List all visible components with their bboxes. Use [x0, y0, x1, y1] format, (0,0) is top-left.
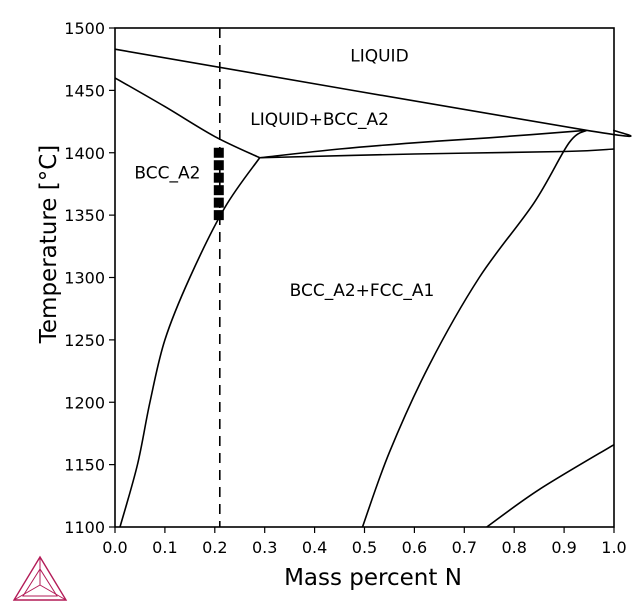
x-tick-label: 0.0: [102, 538, 127, 557]
y-tick-label: 1150: [64, 456, 105, 475]
data-point-marker: [213, 185, 224, 196]
phase-boundary-liquid-bcc-lower: [259, 129, 587, 159]
region-label: BCC_A2: [134, 164, 200, 184]
data-point-marker: [213, 172, 224, 183]
thermo-calc-logo-icon: [12, 555, 68, 601]
y-tick-label: 1350: [64, 206, 105, 225]
data-markers: [213, 147, 224, 221]
x-tick-label: 0.7: [452, 538, 477, 557]
y-tick-label: 1450: [64, 81, 105, 100]
data-point-marker: [213, 160, 224, 171]
x-tick-label: 0.6: [402, 538, 427, 557]
phase-boundaries: [114, 48, 632, 528]
region-label: LIQUID+BCC_A2: [250, 110, 389, 130]
data-point-marker: [213, 197, 224, 208]
x-tick-label: 0.9: [551, 538, 576, 557]
y-axis-ticks: 1100 1150 1200 1250 1300 1350 1400 1450 1500: [64, 19, 115, 537]
data-point-marker: [213, 210, 224, 221]
y-tick-label: 1100: [64, 518, 105, 537]
y-tick-label: 1300: [64, 269, 105, 288]
phase-boundary-bcc-boundary-left: [119, 157, 261, 528]
x-tick-label: 0.3: [252, 538, 277, 557]
x-axis-ticks: 0.0 0.1 0.2 0.3 0.4 0.5 0.6 0.7 0.8 0.9 1.0: [102, 527, 627, 557]
region-label: LIQUID: [350, 46, 408, 66]
phase-boundary-fcc-boundary-lower-right: [486, 443, 615, 528]
x-tick-label: 0.4: [302, 538, 327, 557]
phase-boundary-three-phase-line: [259, 148, 615, 159]
x-tick-label: 0.2: [202, 538, 227, 557]
y-tick-label: 1500: [64, 19, 105, 38]
x-tick-label: 0.8: [501, 538, 526, 557]
x-axis-title: Mass percent N: [284, 565, 462, 591]
x-tick-label: 0.5: [352, 538, 377, 557]
phase-boundary-bcc-solidus: [114, 77, 261, 159]
y-tick-label: 1200: [64, 393, 105, 412]
y-tick-label: 1400: [64, 144, 105, 163]
region-labels: LIQUID LIQUID+BCC_A2 BCC_A2 BCC_A2+FCC_A1: [134, 46, 434, 301]
x-tick-label: 1.0: [601, 538, 626, 557]
y-tick-label: 1250: [64, 331, 105, 350]
phase-boundary-liquidus: [114, 48, 632, 138]
data-point-marker: [213, 147, 224, 158]
region-label: BCC_A2+FCC_A1: [290, 281, 435, 301]
y-axis-title: Temperature [°C]: [36, 145, 62, 345]
x-tick-label: 0.1: [152, 538, 177, 557]
phase-boundary-fcc-boundary-middle: [361, 129, 588, 528]
